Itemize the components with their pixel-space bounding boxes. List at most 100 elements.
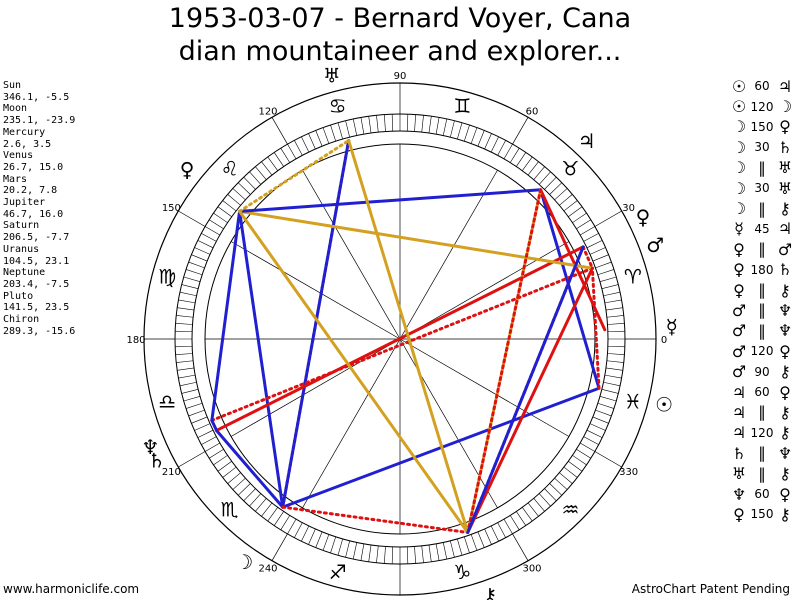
aspect-row: ♆ 60 ♀	[729, 484, 799, 504]
degree-label: 240	[258, 564, 277, 575]
degree-tick	[267, 156, 278, 171]
aspect-row: ☿ 45 ♃	[729, 219, 799, 239]
aspect-type: 90	[754, 364, 770, 379]
degree-tick	[599, 396, 617, 402]
aspect-planet-2-icon: ⚷	[779, 280, 791, 300]
sign-gemini-icon: ♊	[453, 94, 471, 118]
house-spoke	[302, 169, 401, 340]
footer-website[interactable]: www.harmoniclife.com	[3, 582, 140, 596]
aspect-row: ♂ ‖ ♆	[729, 321, 799, 341]
degree-tick	[191, 416, 208, 424]
degree-tick	[175, 330, 193, 333]
degree-tick	[237, 483, 251, 496]
degree-tick	[604, 374, 622, 379]
aspect-type: ‖	[758, 403, 766, 422]
aspect-type: 60	[754, 487, 770, 501]
aspect-planet-1-icon: ☽	[731, 158, 747, 178]
aspect-planet-2-icon: ♄	[777, 137, 793, 157]
degree-tick	[605, 307, 623, 311]
aspect-line	[466, 245, 585, 534]
degree-tick	[533, 166, 545, 180]
sign-boundary	[512, 533, 529, 561]
aspect-line	[210, 418, 219, 432]
degree-tick	[330, 124, 337, 142]
planet-venus-icon: ♀	[636, 205, 651, 229]
degree-tick	[414, 114, 416, 132]
degree-tick	[563, 200, 578, 212]
degree-tick	[287, 143, 297, 160]
aspect-planet-2-icon: ♆	[777, 443, 793, 463]
degree-tick	[554, 188, 568, 201]
degree-tick	[204, 442, 221, 452]
degree-tick	[538, 171, 551, 185]
degree-tick	[606, 315, 624, 318]
aspect-planet-1-icon: ♄	[731, 443, 747, 463]
house-spoke	[399, 169, 498, 340]
aspect-planet-2-icon: ⚷	[779, 464, 791, 484]
degree-tick	[554, 477, 568, 490]
degree-tick	[559, 194, 573, 206]
degree-tick	[595, 409, 612, 417]
sign-aquarius-icon: ♒	[561, 497, 579, 521]
sign-libra-icon: ♎	[158, 389, 176, 413]
degree-tick	[544, 488, 557, 502]
aspect-planet-2-icon: ♆	[777, 321, 793, 341]
degree-tick	[579, 442, 596, 452]
aspect-planet-2-icon: ♀	[779, 382, 791, 402]
aspect-line	[210, 266, 594, 422]
degree-tick	[497, 522, 506, 538]
chart-title: 1953-03-07 - Bernard Voyer, Cana dian mo…	[0, 2, 800, 68]
degree-tick	[201, 233, 217, 242]
sign-boundary	[271, 533, 288, 561]
aspect-line	[238, 209, 594, 270]
degree-tick	[527, 502, 539, 517]
degree-tick	[175, 345, 193, 348]
degree-tick	[484, 528, 492, 545]
aspect-planet-2-icon: ⚷	[779, 402, 791, 422]
degree-tick	[607, 345, 625, 348]
degree-tick	[179, 291, 197, 297]
aspect-line	[281, 505, 470, 534]
aspect-row: ☽ 30 ♅	[729, 178, 799, 198]
degree-tick	[185, 402, 203, 409]
degree-tick	[509, 148, 520, 163]
aspect-type: ‖	[758, 281, 766, 300]
degree-tick	[503, 143, 513, 160]
degree-tick	[175, 353, 193, 355]
sign-boundary	[271, 117, 288, 145]
degree-tick	[227, 472, 241, 484]
degree-tick	[280, 515, 291, 530]
aspect-planet-1-icon: ♃	[731, 382, 747, 402]
degree-tick	[183, 276, 201, 282]
degree-tick	[294, 522, 303, 538]
degree-tick	[470, 534, 478, 551]
degree-tick	[421, 545, 424, 563]
position-name: Venus	[3, 150, 34, 162]
aspect-planet-1-icon: ♅	[731, 464, 747, 484]
degree-tick	[243, 488, 256, 502]
degree-tick	[604, 299, 622, 304]
degree-tick	[267, 507, 278, 522]
position-name: Sun	[3, 80, 22, 91]
aspect-type: ‖	[758, 321, 766, 340]
degree-tick	[280, 148, 291, 163]
degree-tick	[583, 436, 599, 445]
degree-tick	[368, 116, 372, 134]
degree-tick	[522, 156, 533, 171]
degree-tick	[599, 276, 617, 282]
aspect-type: 45	[754, 221, 770, 236]
sign-leo-icon: ♌	[221, 157, 239, 181]
planet-saturn-icon: ♄	[148, 448, 166, 472]
degree-label: 180	[126, 335, 145, 346]
degree-tick	[601, 284, 619, 289]
degree-tick	[592, 254, 609, 262]
degree-tick	[222, 200, 237, 212]
degree-tick	[237, 182, 251, 195]
degree-label: 330	[619, 467, 638, 478]
degree-tick	[330, 536, 337, 554]
aspect-planet-1-icon: ☽	[731, 199, 747, 219]
degree-tick	[568, 461, 583, 472]
degree-tick	[308, 133, 316, 150]
degree-tick	[177, 367, 195, 371]
